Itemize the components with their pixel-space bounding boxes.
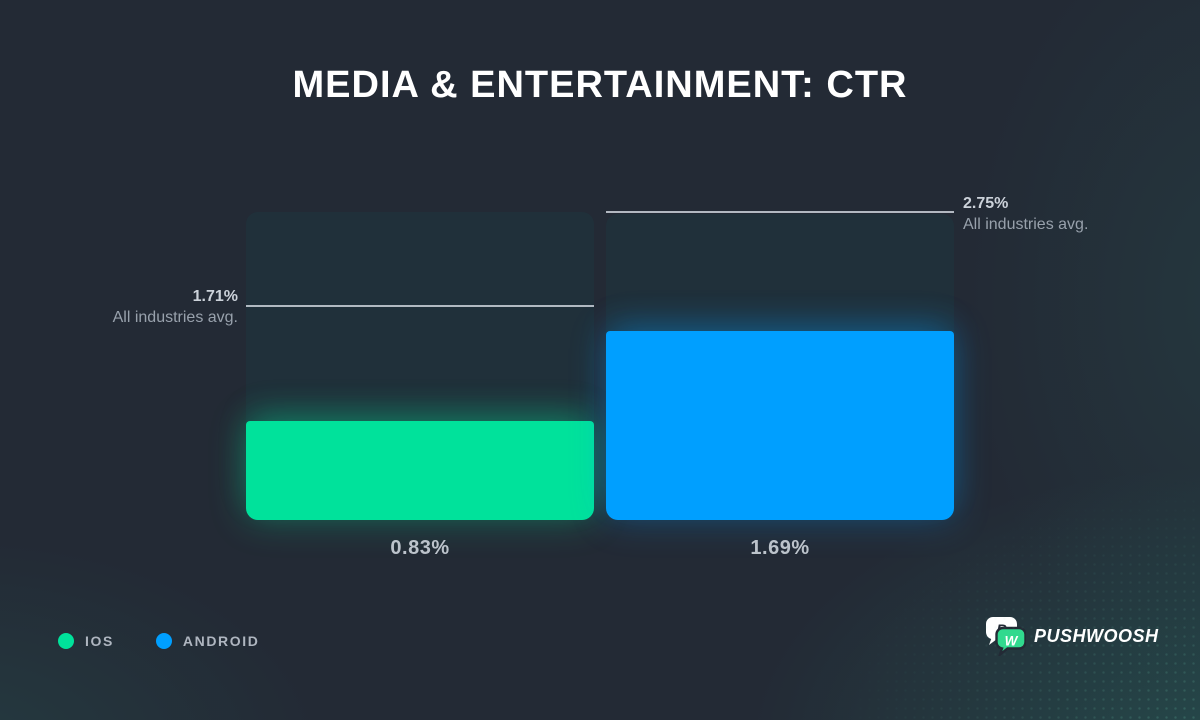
value-label-android: 1.69% (750, 537, 810, 559)
brand-logo: P W PUSHWOOSH (984, 616, 1159, 658)
avg-line-ios (246, 305, 594, 307)
avg-label-android: 2.75% All industries avg. (963, 193, 1183, 235)
avg-value-android: 2.75% (963, 195, 1009, 212)
legend-dot-android (155, 633, 172, 649)
legend: IOS ANDROID (58, 633, 259, 649)
legend-item-ios: IOS (58, 633, 114, 649)
brand-name: PUSHWOOSH (1034, 625, 1159, 646)
svg-text:W: W (1005, 634, 1019, 649)
chart-title: MEDIA & ENTERTAINMENT: CTR (292, 64, 908, 106)
legend-label-ios: IOS (85, 633, 114, 649)
bar-android (606, 331, 954, 520)
legend-item-android: ANDROID (155, 633, 260, 649)
legend-dot-ios (58, 633, 74, 649)
avg-line-android (606, 211, 954, 213)
pushwoosh-icon: P W (984, 616, 1027, 658)
bar-ios (246, 421, 594, 520)
avg-label-ios: 1.71% All industries avg. (38, 286, 238, 328)
avg-note-android: All industries avg. (963, 216, 1089, 233)
legend-label-android: ANDROID (182, 633, 260, 649)
value-label-ios: 0.83% (390, 537, 450, 559)
avg-value-ios: 1.71% (192, 288, 238, 305)
avg-note-ios: All industries avg. (112, 309, 238, 326)
